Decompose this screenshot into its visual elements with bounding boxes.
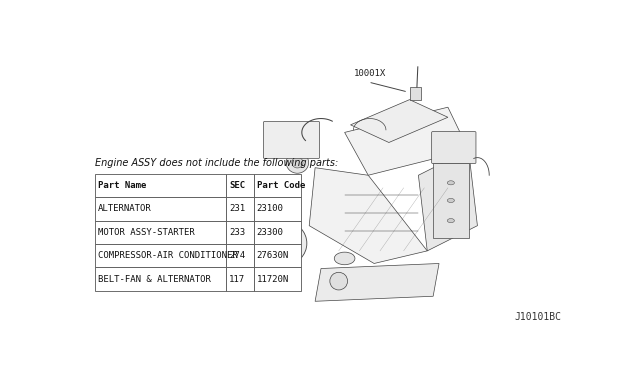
Text: 117: 117	[229, 275, 245, 284]
Text: 233: 233	[229, 228, 245, 237]
Text: Part Code: Part Code	[257, 181, 305, 190]
Ellipse shape	[334, 252, 355, 265]
Circle shape	[447, 198, 454, 202]
Ellipse shape	[286, 152, 308, 173]
Text: Engine ASSY does not include the following parts:: Engine ASSY does not include the followi…	[95, 158, 338, 168]
Bar	[95, 244, 227, 267]
Bar	[410, 87, 421, 100]
Text: 274: 274	[229, 251, 245, 260]
Bar	[227, 267, 253, 291]
Bar	[95, 197, 227, 221]
FancyBboxPatch shape	[264, 122, 319, 158]
Text: Part Name: Part Name	[98, 181, 146, 190]
Polygon shape	[315, 263, 439, 301]
Bar	[227, 244, 253, 267]
Text: BELT-FAN & ALTERNATOR: BELT-FAN & ALTERNATOR	[98, 275, 211, 284]
Polygon shape	[419, 150, 477, 251]
Polygon shape	[344, 107, 468, 175]
Ellipse shape	[264, 222, 307, 265]
Text: ALTERNATOR: ALTERNATOR	[98, 204, 152, 213]
Text: J10101BC: J10101BC	[514, 312, 561, 323]
Bar	[95, 267, 227, 291]
Circle shape	[447, 219, 454, 223]
Ellipse shape	[292, 157, 303, 168]
Text: 27630N: 27630N	[257, 251, 289, 260]
Ellipse shape	[268, 180, 292, 205]
Bar	[253, 267, 301, 291]
Polygon shape	[309, 168, 428, 263]
Ellipse shape	[330, 272, 348, 290]
Ellipse shape	[280, 238, 291, 248]
Text: 231: 231	[229, 204, 245, 213]
Ellipse shape	[273, 187, 286, 199]
Bar	[433, 163, 468, 238]
Text: 10001X: 10001X	[353, 70, 386, 78]
Bar	[95, 173, 227, 197]
Bar	[95, 221, 227, 244]
Text: SEC: SEC	[229, 181, 245, 190]
FancyBboxPatch shape	[431, 132, 476, 164]
Bar	[253, 244, 301, 267]
Bar	[253, 197, 301, 221]
Bar	[227, 221, 253, 244]
Polygon shape	[351, 100, 448, 142]
Circle shape	[447, 181, 454, 185]
Text: 11720N: 11720N	[257, 275, 289, 284]
Text: COMPRESSOR-AIR CONDITIONER: COMPRESSOR-AIR CONDITIONER	[98, 251, 237, 260]
Bar	[253, 221, 301, 244]
Bar	[227, 197, 253, 221]
Text: 23100: 23100	[257, 204, 284, 213]
Bar	[253, 173, 301, 197]
Bar	[227, 173, 253, 197]
Ellipse shape	[272, 230, 300, 257]
Text: MOTOR ASSY-STARTER: MOTOR ASSY-STARTER	[98, 228, 195, 237]
Text: 23300: 23300	[257, 228, 284, 237]
